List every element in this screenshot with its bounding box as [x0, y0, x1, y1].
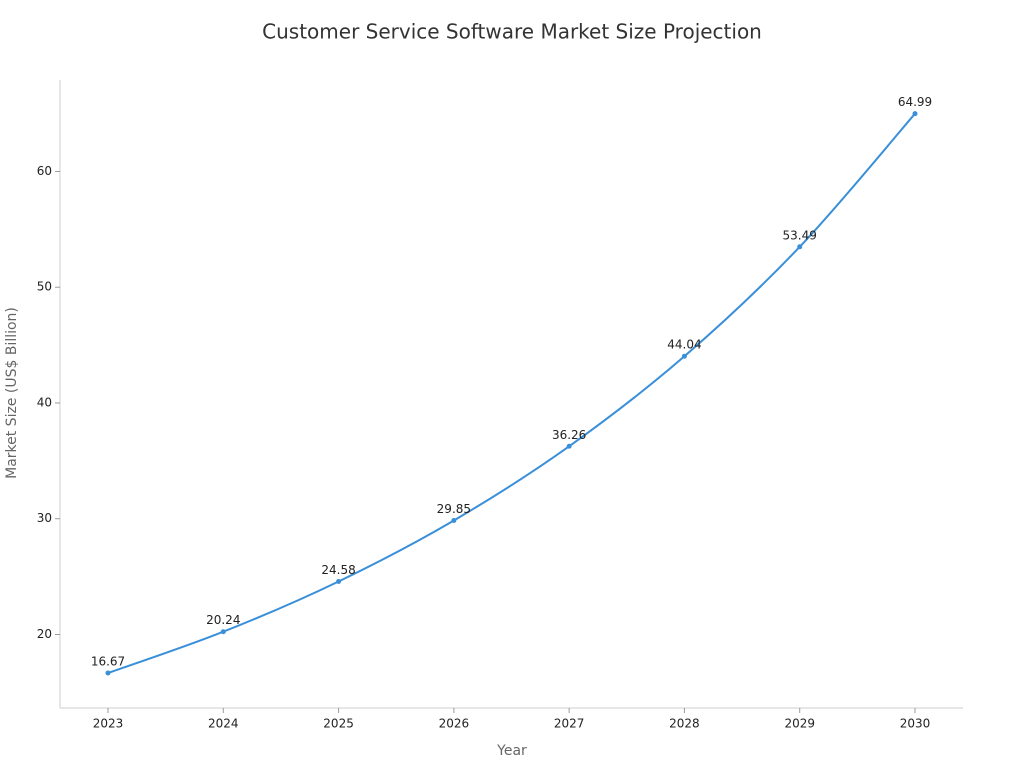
x-axis-title: Year: [496, 743, 527, 759]
x-tick-label: 2027: [554, 717, 585, 731]
value-label: 20.24: [206, 613, 240, 627]
y-tick-label: 20: [37, 627, 52, 641]
point: [566, 443, 572, 449]
y-tick-label: 30: [37, 511, 52, 525]
y-axis-title: Market Size (US$ Billion): [4, 307, 20, 479]
y-tick-label: 50: [37, 280, 52, 294]
value-label: 44.04: [667, 338, 701, 352]
point: [797, 244, 803, 250]
y-tick-label: 60: [37, 164, 52, 178]
x-tick-label: 2029: [784, 717, 815, 731]
value-label: 29.85: [437, 502, 471, 516]
x-tick-label: 2023: [93, 717, 124, 731]
x-tick-label: 2030: [900, 717, 931, 731]
x-tick-label: 2026: [439, 717, 470, 731]
value-label: 24.58: [321, 563, 355, 577]
value-label: 36.26: [552, 428, 586, 442]
value-label: 64.99: [898, 95, 932, 109]
chart-title: Customer Service Software Market Size Pr…: [262, 20, 762, 44]
point: [681, 353, 687, 359]
y-tick-label: 40: [37, 395, 52, 409]
point: [912, 111, 918, 117]
point: [220, 629, 226, 635]
value-label: 16.67: [91, 655, 125, 669]
x-tick-label: 2028: [669, 717, 700, 731]
value-label: 53.49: [783, 228, 817, 242]
point: [336, 578, 342, 584]
point: [451, 517, 457, 523]
x-tick-label: 2025: [323, 717, 354, 731]
x-tick-label: 2024: [208, 717, 239, 731]
point: [105, 670, 111, 676]
line-series: [107, 113, 916, 674]
